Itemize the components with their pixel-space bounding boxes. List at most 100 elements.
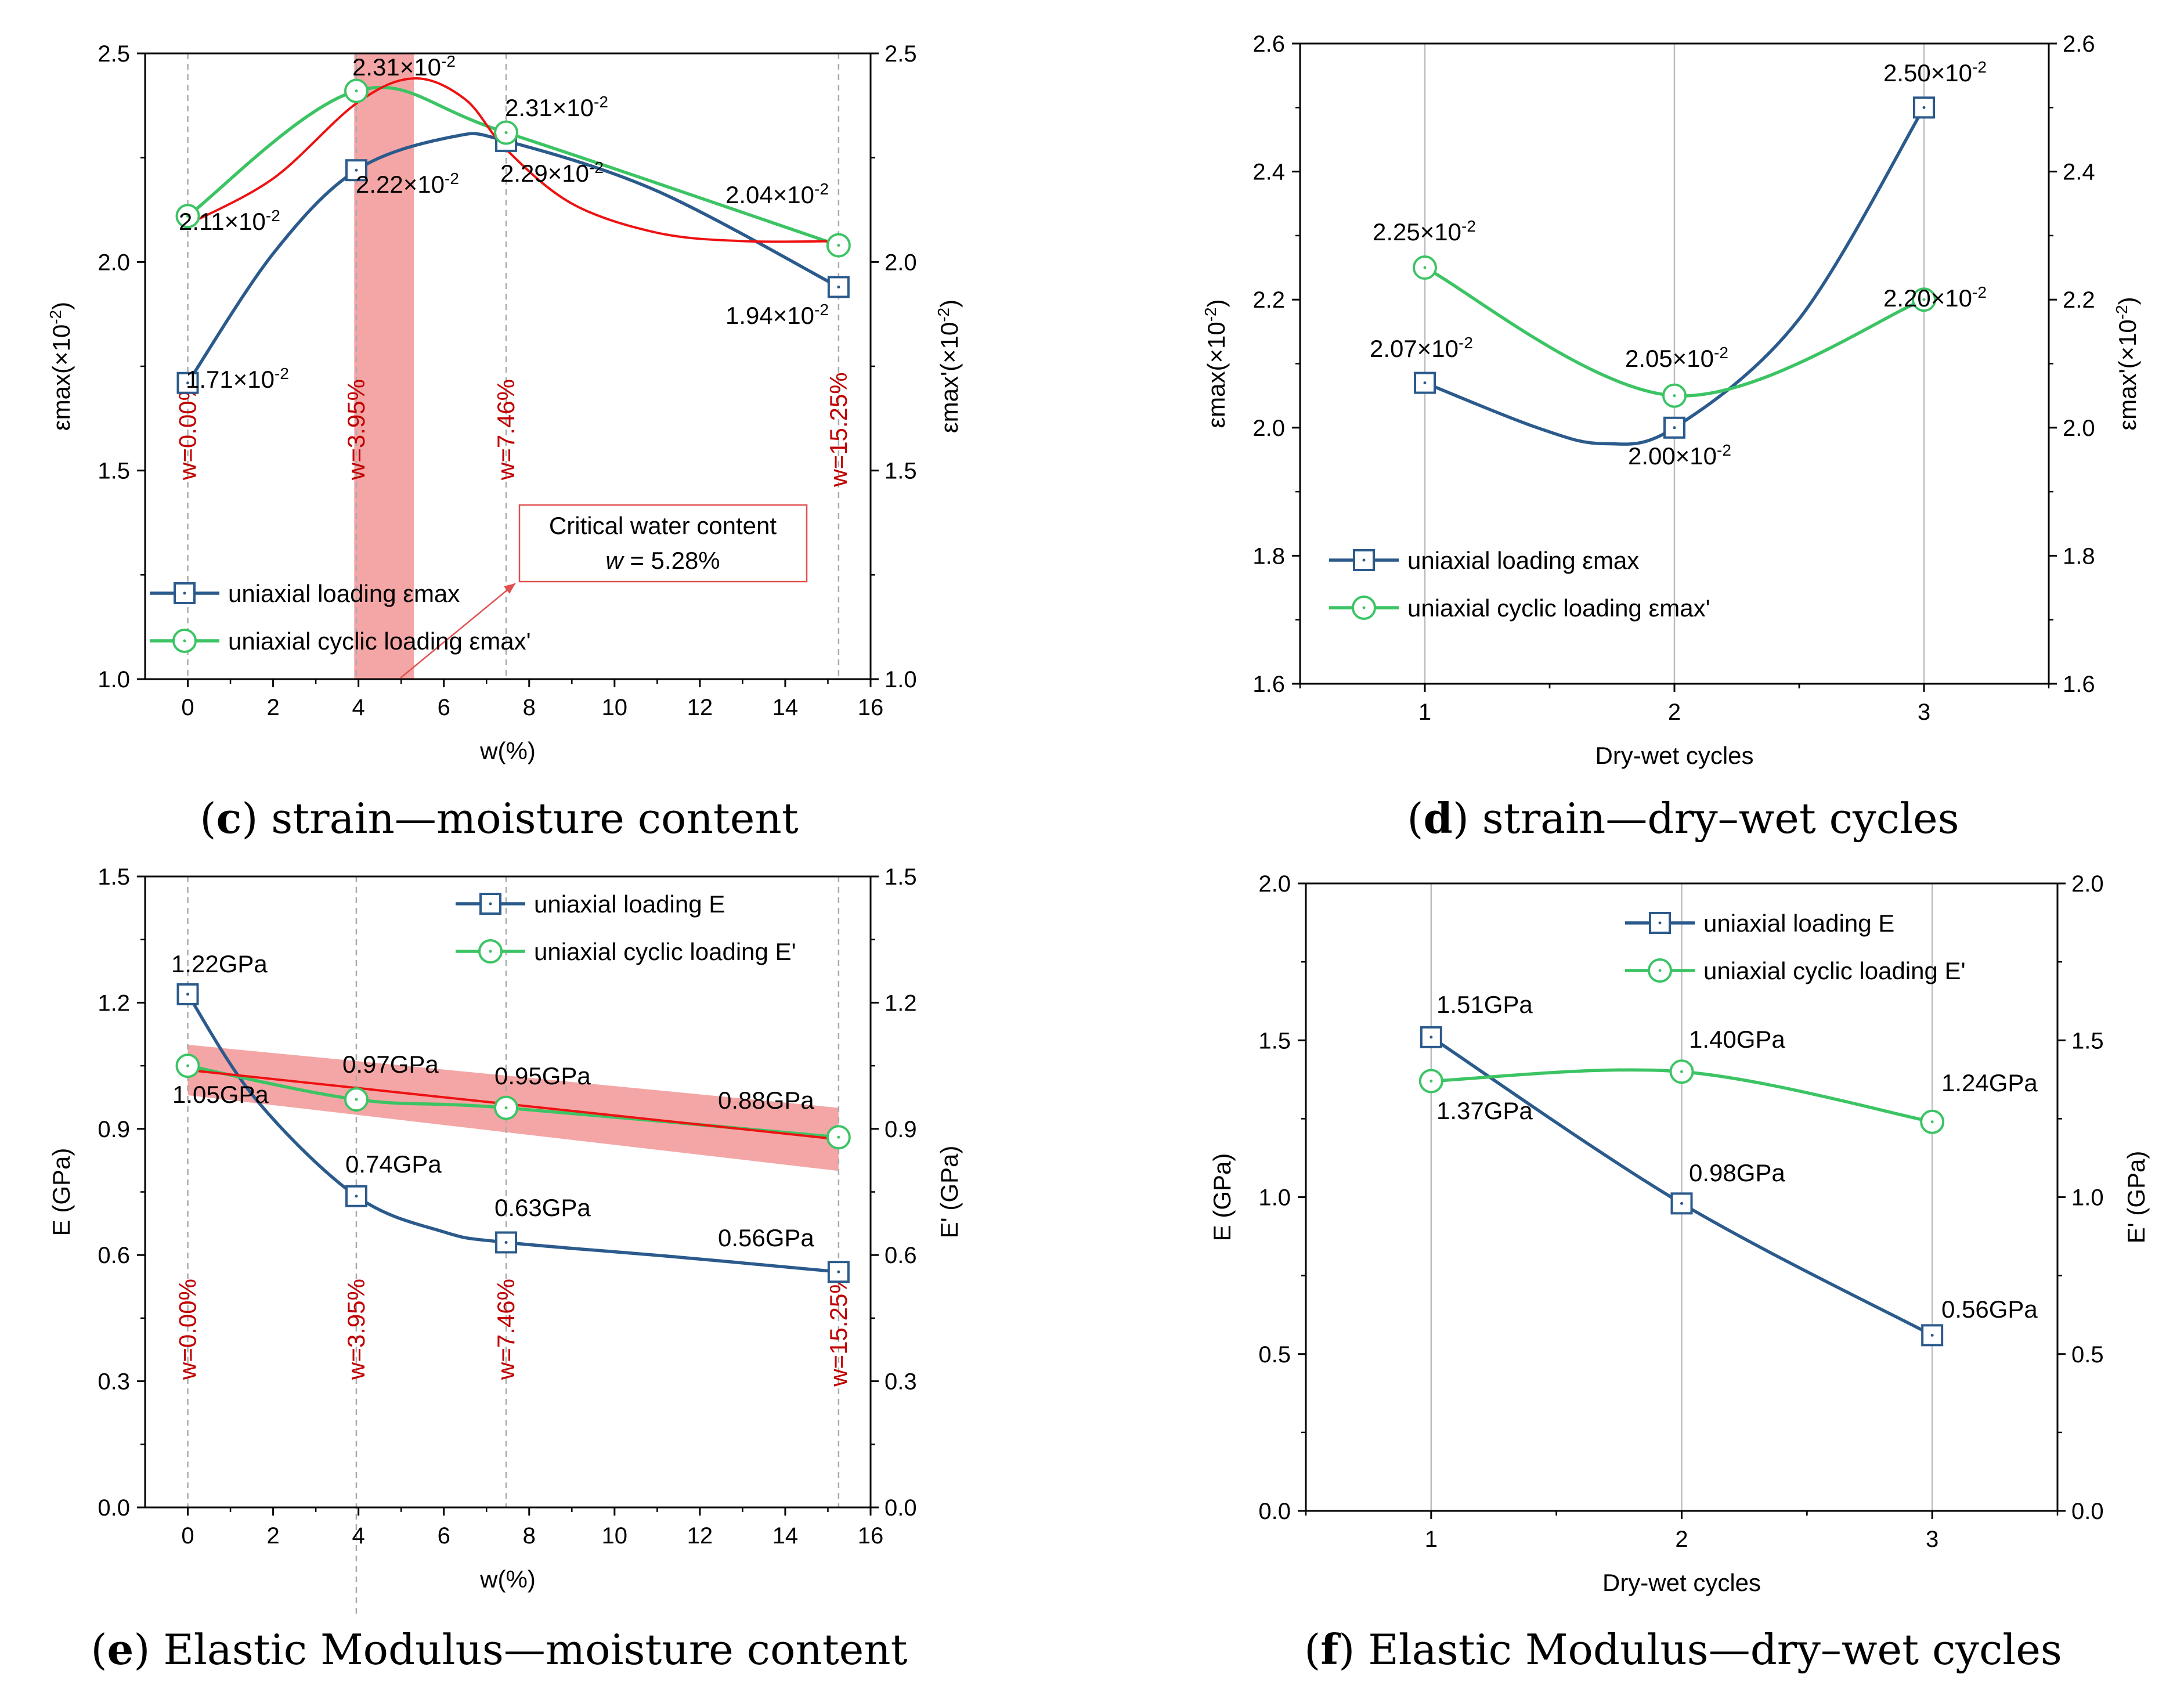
data-point-loading-dot xyxy=(504,1240,508,1244)
data-point-cyclic-dot xyxy=(1423,266,1427,269)
data-point-loading-dot xyxy=(1423,381,1427,385)
y-tick-label: 0.6 xyxy=(98,1243,130,1268)
data-label: 2.25×10-2 xyxy=(1373,217,1476,246)
data-point-cyclic-dot xyxy=(504,131,508,135)
y-axis-title: E (GPa) xyxy=(48,1148,75,1236)
data-label: 1.37GPa xyxy=(1436,1097,1533,1124)
y-tick-label: 0.0 xyxy=(1258,1499,1291,1524)
data-point-cyclic-dot xyxy=(504,1106,508,1110)
legend-marker-loading-dot xyxy=(1658,921,1662,925)
y-tick-label: 1.5 xyxy=(1258,1028,1291,1054)
data-point-loading-dot xyxy=(1922,106,1926,109)
moisture-label: w=15.25% xyxy=(825,1272,852,1387)
panel-caption: (d) strain—dry–wet cycles xyxy=(1407,793,1959,843)
y2-tick-label: 2.2 xyxy=(2063,287,2095,313)
y2-axis-title: εmax'(×10-2) xyxy=(2113,297,2142,430)
x-tick-label: 4 xyxy=(352,695,365,720)
data-point-loading xyxy=(827,1261,850,1283)
y-tick-label: 1.0 xyxy=(1258,1185,1291,1211)
y-tick-label: 1.8 xyxy=(1252,543,1285,569)
data-label: 0.95GPa xyxy=(494,1062,591,1089)
x-tick-label: 16 xyxy=(858,695,884,720)
x-tick-label: 10 xyxy=(602,1523,628,1549)
data-point-loading xyxy=(827,276,850,298)
data-label: 0.88GPa xyxy=(718,1087,814,1114)
y-axis-title: εmax(×10-2) xyxy=(1201,299,1230,428)
y2-tick-label: 2.0 xyxy=(885,250,917,275)
data-label: 0.97GPa xyxy=(342,1051,439,1078)
series-line-loading xyxy=(186,993,839,1273)
y2-tick-label: 0.0 xyxy=(2071,1499,2104,1524)
y-tick-label: 1.0 xyxy=(98,667,130,692)
y2-tick-label: 0.3 xyxy=(885,1369,917,1395)
moisture-label: w=3.95% xyxy=(342,379,370,481)
y2-tick-label: 0.6 xyxy=(885,1243,917,1268)
x-axis-title: Dry-wet cycles xyxy=(1595,742,1753,769)
legend-label: uniaxial cyclic loading E' xyxy=(1703,957,1966,984)
data-label: 2.20×10-2 xyxy=(1883,283,1987,312)
data-label: 0.63GPa xyxy=(494,1194,591,1221)
y-tick-label: 2.0 xyxy=(1252,416,1285,441)
x-tick-label: 2 xyxy=(1668,699,1681,725)
y2-tick-label: 2.6 xyxy=(2063,31,2095,57)
y-tick-label: 1.5 xyxy=(98,459,130,484)
y2-tick-label: 2.5 xyxy=(885,41,917,67)
data-label: 0.56GPa xyxy=(718,1224,814,1251)
x-tick-label: 8 xyxy=(523,695,536,720)
moisture-label: w=15.25% xyxy=(825,372,852,487)
y-tick-label: 2.6 xyxy=(1252,31,1285,57)
y-tick-label: 2.4 xyxy=(1252,160,1285,185)
x-tick-label: 12 xyxy=(687,695,713,720)
x-tick-label: 1 xyxy=(1418,699,1431,725)
legend-marker-cyclic-dot xyxy=(183,639,186,643)
series-line-fit xyxy=(187,77,839,243)
data-point-loading-dot xyxy=(1680,1202,1683,1205)
moisture-label: w=0.00% xyxy=(174,1279,201,1380)
y2-axis-title: E' (GPa) xyxy=(2122,1151,2150,1244)
data-point-loading-dot xyxy=(1930,1333,1934,1337)
data-point-cyclic-dot xyxy=(355,89,358,93)
data-label: 2.11×10-2 xyxy=(179,207,280,236)
legend-marker-cyclic-dot xyxy=(489,950,492,953)
y-tick-label: 2.5 xyxy=(98,41,130,67)
panel-caption: (e) Elastic Modulus—moisture content xyxy=(91,1625,907,1674)
y2-axis-title: E' (GPa) xyxy=(936,1146,963,1239)
data-point-cyclic-dot xyxy=(355,1098,358,1101)
chart-d: 1 2 3 1.6 1.6 1.8 1.8 2.0 2.0 2.2 2.2 2.4 2.4 2.6 2.6 D… xyxy=(1201,31,2142,843)
y-axis-title: εmax(×10-2) xyxy=(46,302,75,431)
data-point-loading-dot xyxy=(186,381,190,385)
data-label: 2.05×10-2 xyxy=(1625,344,1728,373)
y2-tick-label: 1.5 xyxy=(885,459,917,484)
y2-tick-label: 1.5 xyxy=(2071,1028,2104,1054)
y2-tick-label: 0.9 xyxy=(885,1117,917,1142)
data-label: 2.50×10-2 xyxy=(1883,58,1987,87)
legend-marker-loading-dot xyxy=(489,902,492,905)
x-tick-label: 2 xyxy=(266,695,279,720)
x-axis-title: w(%) xyxy=(479,737,536,764)
chart-f: 1 2 3 0.0 0.0 0.5 0.5 1.0 1.0 1.5 1.5 2.0 2.0 Dry-wet… xyxy=(1208,871,2150,1674)
moisture-label: w=7.46% xyxy=(492,1279,519,1380)
legend-marker-cyclic-dot xyxy=(1362,606,1366,609)
legend-label: uniaxial loading εmax xyxy=(228,580,460,607)
x-tick-label: 6 xyxy=(438,695,450,720)
x-tick-label: 1 xyxy=(1425,1527,1438,1552)
y2-axis-title: εmax'(×10-2) xyxy=(934,300,963,433)
x-tick-label: 4 xyxy=(352,1523,365,1549)
x-tick-label: 14 xyxy=(772,695,799,720)
legend-label: uniaxial cyclic loading E' xyxy=(534,938,796,965)
data-label: 1.24GPa xyxy=(1941,1069,2038,1096)
x-tick-label: 14 xyxy=(772,1523,799,1549)
y-tick-label: 2.0 xyxy=(1258,871,1291,897)
series-line-loading xyxy=(186,132,840,384)
y-tick-label: 1.6 xyxy=(1252,672,1285,697)
data-point-cyclic-dot xyxy=(837,1135,840,1139)
chart-e: w=0.00% w=3.95% w=7.46% w=15.25% 0 2 4 6 8 10 12 14… xyxy=(48,864,963,1674)
x-tick-label: 16 xyxy=(858,1523,884,1549)
moisture-label: w=0.00% xyxy=(174,379,201,481)
data-label: 2.00×10-2 xyxy=(1628,441,1731,470)
y-tick-label: 0.9 xyxy=(98,1117,130,1142)
y2-tick-label: 2.0 xyxy=(2063,416,2095,441)
y2-tick-label: 1.0 xyxy=(2071,1185,2104,1211)
data-point-cyclic-dot xyxy=(186,214,190,218)
